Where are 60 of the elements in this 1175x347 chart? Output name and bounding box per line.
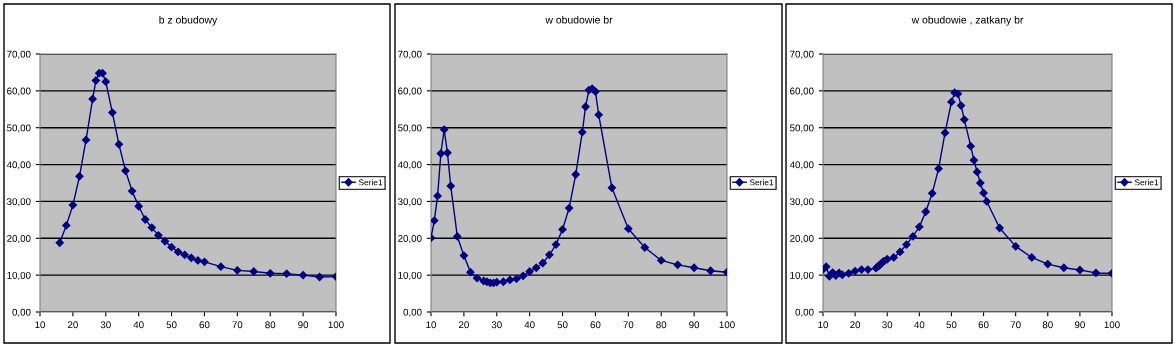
x-tick-label: 100 bbox=[719, 321, 735, 329]
x-tick-label: 10 bbox=[426, 321, 437, 329]
x-tick-label: 10 bbox=[35, 321, 46, 329]
chart-title: b z obudowy bbox=[159, 15, 218, 26]
y-tick-label: 40,00 bbox=[6, 161, 31, 170]
chart-title: w obudowie br bbox=[545, 15, 613, 24]
x-tick-label: 30 bbox=[491, 321, 502, 329]
y-tick-label: 60,00 bbox=[398, 87, 422, 96]
x-tick-label: 100 bbox=[1104, 321, 1120, 329]
legend-label: Serie1 bbox=[1134, 179, 1159, 186]
x-tick-label: 30 bbox=[882, 321, 893, 329]
x-tick-label: 40 bbox=[914, 321, 925, 329]
x-tick-label: 70 bbox=[623, 321, 634, 329]
x-tick-label: 40 bbox=[524, 321, 535, 329]
y-tick-label: 10,00 bbox=[398, 271, 422, 280]
y-tick-label: 0,00 bbox=[12, 308, 31, 317]
y-tick-label: 30,00 bbox=[790, 198, 814, 207]
x-tick-label: 80 bbox=[265, 321, 276, 329]
y-tick-label: 70,00 bbox=[7, 50, 31, 59]
chart-title: w obudowie , zatkany br bbox=[911, 15, 1024, 26]
x-tick-label: 10 bbox=[818, 321, 829, 329]
x-tick-label: 100 bbox=[328, 321, 344, 329]
x-tick-label: 50 bbox=[557, 321, 568, 329]
y-tick-label: 30,00 bbox=[7, 198, 31, 207]
x-tick-label: 90 bbox=[298, 321, 309, 329]
x-tick-label: 60 bbox=[978, 321, 989, 329]
x-tick-label: 20 bbox=[850, 321, 861, 329]
y-tick-label: 50,00 bbox=[398, 124, 422, 133]
legend-label: Serie1 bbox=[749, 179, 774, 186]
y-tick-label: 0,00 bbox=[795, 308, 814, 317]
x-tick-label: 60 bbox=[590, 321, 601, 329]
x-tick-label: 70 bbox=[232, 321, 243, 329]
y-tick-label: 20,00 bbox=[7, 235, 31, 244]
legend-label: Serie1 bbox=[358, 179, 383, 186]
x-tick-label: 80 bbox=[656, 321, 667, 329]
y-tick-label: 60,00 bbox=[790, 87, 814, 96]
y-tick-label: 10,00 bbox=[7, 271, 31, 280]
y-tick-label: 20,00 bbox=[398, 235, 422, 244]
y-tick-label: 70,00 bbox=[398, 50, 422, 59]
y-tick-label: 10,00 bbox=[790, 271, 814, 280]
x-tick-label: 20 bbox=[67, 321, 78, 329]
x-tick-label: 40 bbox=[133, 321, 144, 329]
x-tick-label: 80 bbox=[1042, 321, 1053, 329]
y-tick-label: 40,00 bbox=[397, 161, 422, 170]
x-tick-label: 50 bbox=[166, 321, 177, 329]
y-tick-label: 50,00 bbox=[7, 124, 31, 133]
y-tick-label: 60,00 bbox=[7, 87, 31, 96]
x-tick-label: 90 bbox=[689, 321, 700, 329]
y-tick-label: 70,00 bbox=[790, 50, 814, 59]
x-tick-label: 60 bbox=[199, 321, 210, 329]
y-tick-label: 0,00 bbox=[403, 308, 422, 317]
x-tick-label: 70 bbox=[1010, 321, 1021, 329]
x-tick-label: 90 bbox=[1074, 321, 1085, 329]
y-tick-label: 20,00 bbox=[790, 235, 814, 244]
x-tick-label: 20 bbox=[458, 321, 469, 329]
x-tick-label: 30 bbox=[100, 321, 111, 329]
x-tick-label: 50 bbox=[946, 321, 957, 329]
y-tick-label: 50,00 bbox=[790, 124, 814, 133]
y-tick-label: 30,00 bbox=[398, 198, 422, 207]
y-tick-label: 40,00 bbox=[789, 161, 814, 170]
